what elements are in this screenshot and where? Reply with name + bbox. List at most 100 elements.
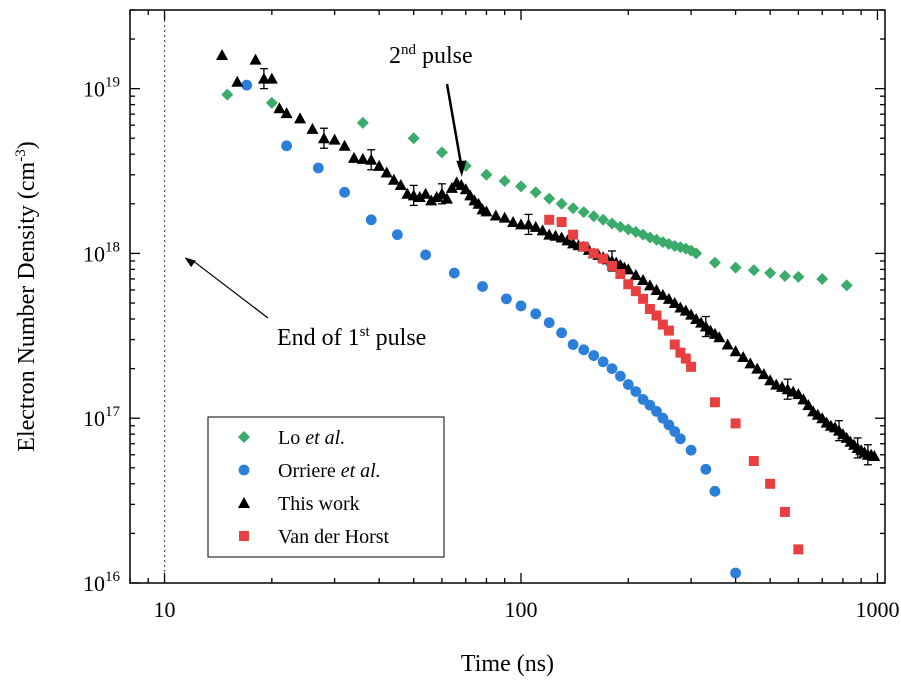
second-pulse-annotation: 2nd pulse bbox=[389, 42, 473, 69]
first-pulse-text: End of 1 bbox=[277, 325, 360, 351]
data-point bbox=[708, 256, 721, 269]
first-pulse-text-end: pulse bbox=[370, 325, 427, 351]
data-point bbox=[365, 153, 378, 165]
series-lo bbox=[221, 88, 853, 292]
data-point bbox=[730, 567, 742, 579]
legend-label: Lo et al. bbox=[278, 427, 345, 449]
data-point bbox=[265, 72, 278, 84]
data-point bbox=[420, 249, 432, 261]
data-point bbox=[663, 325, 674, 336]
data-point bbox=[778, 269, 791, 282]
y-axis-title-main: Electron Number Density (cm bbox=[14, 161, 40, 451]
data-point bbox=[568, 229, 579, 240]
legend-marker bbox=[239, 531, 249, 541]
series-this-work bbox=[216, 48, 881, 466]
data-point bbox=[216, 48, 229, 60]
y-tick-label: 1019 bbox=[83, 75, 120, 102]
data-point bbox=[500, 293, 512, 305]
data-point bbox=[543, 192, 556, 205]
second-pulse-text-end: pulse bbox=[416, 43, 473, 69]
data-point bbox=[567, 202, 580, 215]
data-point bbox=[588, 248, 599, 259]
data-point bbox=[840, 279, 853, 292]
data-point bbox=[529, 186, 542, 199]
x-tick-label: 100 bbox=[504, 597, 537, 622]
data-point bbox=[448, 267, 460, 279]
data-point bbox=[365, 214, 377, 226]
data-point bbox=[709, 485, 721, 497]
first-pulse-arrow bbox=[192, 259, 269, 319]
data-point bbox=[748, 455, 759, 466]
data-point bbox=[700, 463, 712, 475]
data-point bbox=[792, 270, 805, 283]
data-point bbox=[615, 269, 626, 280]
data-point bbox=[339, 186, 351, 198]
data-point bbox=[685, 444, 697, 456]
data-point bbox=[544, 214, 555, 225]
data-point bbox=[686, 361, 697, 372]
data-point bbox=[221, 88, 234, 101]
y-tick-label: 1017 bbox=[83, 404, 121, 431]
data-point bbox=[567, 339, 579, 350]
second-pulse-arrow-head bbox=[456, 160, 467, 177]
second-pulse-text: 2 bbox=[389, 43, 401, 69]
series-van-der-horst bbox=[544, 214, 804, 555]
data-point bbox=[317, 132, 330, 144]
data-point bbox=[555, 197, 568, 210]
data-point bbox=[241, 79, 253, 91]
data-point bbox=[391, 229, 403, 241]
y-axis-title-close: ) bbox=[14, 141, 40, 149]
data-point bbox=[765, 478, 776, 489]
data-point bbox=[729, 261, 742, 274]
data-point bbox=[530, 308, 542, 320]
legend-label: Orriere et al. bbox=[278, 460, 381, 482]
data-point bbox=[249, 53, 262, 65]
data-point bbox=[435, 146, 448, 159]
data-point bbox=[816, 272, 829, 285]
first-pulse-superscript: st bbox=[360, 324, 371, 340]
annotations: 2nd pulse End of 1st pulse bbox=[184, 42, 473, 351]
data-point bbox=[294, 112, 307, 124]
data-point bbox=[543, 317, 555, 329]
data-point bbox=[556, 217, 567, 228]
data-point bbox=[556, 327, 568, 339]
data-point bbox=[747, 264, 760, 277]
legend-marker bbox=[238, 464, 250, 476]
data-point bbox=[606, 363, 618, 375]
data-point bbox=[231, 75, 244, 87]
data-point bbox=[498, 211, 511, 223]
data-point bbox=[709, 397, 720, 408]
data-point bbox=[674, 433, 686, 445]
x-axis-title: Time (ns) bbox=[461, 651, 554, 677]
data-point bbox=[407, 132, 420, 145]
legend-label: Van der Horst bbox=[278, 526, 390, 548]
data-point bbox=[338, 139, 351, 151]
data-point bbox=[306, 122, 319, 134]
first-pulse-arrow-head bbox=[184, 257, 196, 268]
y-axis-title: Electron Number Density (cm-3) bbox=[13, 141, 40, 451]
legend-label: This work bbox=[278, 493, 360, 515]
data-point bbox=[514, 180, 527, 193]
data-point bbox=[588, 350, 600, 361]
data-point bbox=[498, 175, 511, 188]
data-point bbox=[597, 356, 609, 368]
data-point bbox=[764, 267, 777, 280]
data-point bbox=[793, 544, 804, 555]
data-point bbox=[578, 241, 589, 252]
axis-ticks: 10 100 1000 1016 1017 1018 1019 bbox=[83, 9, 899, 622]
data-point bbox=[265, 96, 278, 109]
x-tick-label: 10 bbox=[154, 597, 176, 622]
data-point bbox=[515, 300, 527, 312]
data-point bbox=[651, 310, 662, 321]
data-point bbox=[328, 133, 341, 145]
data-point bbox=[638, 293, 649, 304]
data-point bbox=[578, 344, 590, 356]
second-pulse-arrow bbox=[445, 83, 463, 164]
x-tick-label: 1000 bbox=[855, 597, 899, 622]
data-point bbox=[281, 140, 293, 152]
data-point bbox=[614, 370, 626, 382]
series-layer bbox=[216, 48, 881, 579]
data-point bbox=[598, 253, 609, 264]
y-tick-label: 1018 bbox=[83, 239, 120, 266]
